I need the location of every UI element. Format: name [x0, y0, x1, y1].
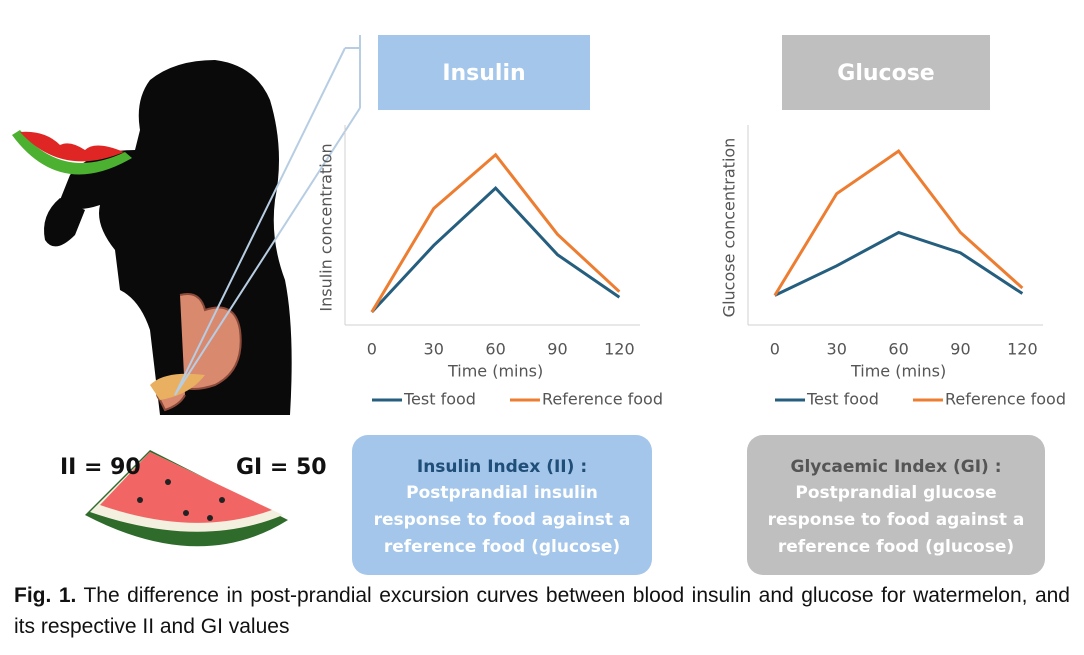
caption: Fig. 1. The difference in post-prandial … — [14, 580, 1070, 642]
pancreas — [150, 373, 205, 400]
watermelon-rind — [12, 130, 132, 175]
box-line: response to food against a — [374, 510, 631, 530]
x-tick-label: 0 — [770, 340, 780, 359]
caption-text: The difference in post-prandial excursio… — [14, 584, 1070, 638]
x-tick-label: 0 — [367, 340, 377, 359]
figure: II = 90 GI = 50 Insulin Insulin concentra… — [12, 35, 1066, 575]
box-line: reference food (glucose) — [778, 537, 1014, 557]
y-axis-label: Glucose concentration — [720, 138, 739, 318]
index-box — [352, 435, 652, 575]
stomach — [156, 293, 242, 412]
data-line — [370, 185, 621, 314]
x-tick-label: 30 — [827, 340, 847, 359]
y-axis-label: Insulin concentration — [317, 143, 336, 311]
box-line: reference food (glucose) — [384, 537, 620, 557]
chart-title: Glucose — [837, 61, 934, 86]
chart-title: Insulin — [442, 61, 525, 86]
box-line: Postprandial glucose — [795, 483, 996, 503]
connector — [174, 47, 346, 396]
x-tick-label: 60 — [485, 340, 505, 359]
box-heading: Insulin Index (II) : — [417, 457, 587, 477]
x-tick-label: 120 — [1007, 340, 1038, 359]
index-box — [747, 435, 1045, 575]
gi-label: GI = 50 — [236, 455, 327, 480]
data-line — [370, 152, 621, 313]
x-tick-label: 30 — [424, 340, 444, 359]
data-line — [774, 230, 1024, 297]
legend-label: Test food — [806, 390, 879, 409]
box-heading: Glycaemic Index (GI) : — [790, 457, 1001, 477]
legend-label: Reference food — [945, 390, 1066, 409]
connector — [174, 107, 361, 396]
legend-label: Reference food — [542, 390, 663, 409]
box-line: Postprandial insulin — [406, 483, 598, 503]
header-box — [782, 35, 990, 110]
data-line — [773, 149, 1024, 297]
box-line: response to food against a — [768, 510, 1025, 530]
seeds — [137, 479, 225, 521]
x-tick-label: 90 — [547, 340, 567, 359]
hand — [44, 198, 85, 247]
x-axis-label: Time (mins) — [447, 362, 543, 381]
legend-label: Test food — [403, 390, 476, 409]
x-tick-label: 120 — [604, 340, 635, 359]
x-tick-label: 90 — [950, 340, 970, 359]
x-tick-label: 60 — [888, 340, 908, 359]
header-box — [378, 35, 590, 110]
ii-label: II = 90 — [60, 455, 141, 480]
caption-label: Fig. 1. — [14, 584, 77, 607]
watermelon-wedge-flesh — [100, 452, 272, 523]
x-axis-label: Time (mins) — [850, 362, 946, 381]
watermelon-slice — [20, 131, 124, 162]
